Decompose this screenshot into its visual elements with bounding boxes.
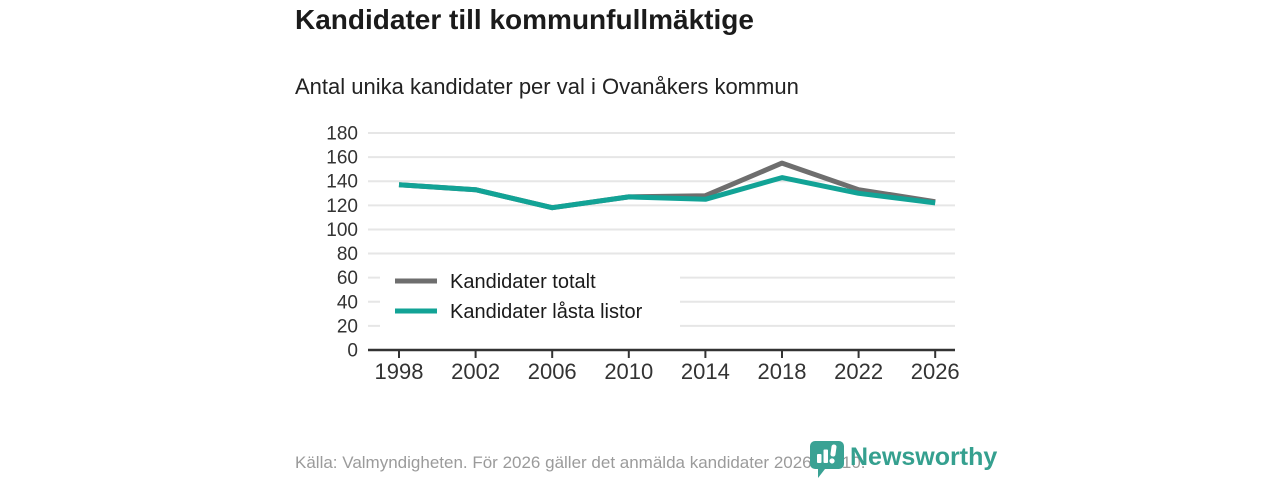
y-tick-label: 100: [326, 220, 358, 241]
y-tick-label: 60: [337, 268, 358, 289]
x-tick-label: 2002: [451, 359, 500, 384]
y-tick-label: 40: [337, 292, 358, 313]
y-tick-label: 120: [326, 196, 358, 217]
newsworthy-icon: [810, 441, 844, 478]
y-tick-label: 0: [347, 341, 358, 362]
series-line: [398, 160, 936, 211]
y-tick-label: 80: [337, 244, 358, 265]
source-note: Källa: Valmyndigheten. För 2026 gäller d…: [295, 453, 866, 472]
x-tick-label: 2010: [604, 359, 653, 384]
series-line: [398, 175, 936, 211]
y-tick-label: 20: [337, 316, 358, 337]
x-tick-label: 2014: [681, 359, 730, 384]
legend-label: Kandidater totalt: [450, 271, 596, 293]
newsworthy-logo: Newsworthy: [810, 440, 997, 480]
chart-subtitle: Antal unika kandidater per val i Ovanåke…: [295, 74, 799, 99]
chart-svg: 0 20 40 60 80 100 120 140 160 180 1998 2002 2006 2010…: [326, 124, 960, 385]
x-tick-label: 2022: [834, 359, 883, 384]
x-tick-label: 2026: [911, 359, 960, 384]
y-tick-label: 140: [326, 172, 358, 193]
page-title: Kandidater till kommunfullmäktige: [295, 4, 754, 35]
x-tick-label: 2006: [528, 359, 577, 384]
x-tick-label: 2018: [758, 359, 807, 384]
y-tick-label: 180: [326, 124, 358, 145]
y-tick-label: 160: [326, 148, 358, 169]
x-tick-label: 1998: [375, 359, 424, 384]
line-chart: 0 20 40 60 80 100 120 140 160 180 1998 2002 2006 2010…: [320, 113, 970, 393]
newsworthy-wordmark: Newsworthy: [850, 443, 998, 471]
legend-background: [380, 265, 680, 327]
legend-label: Kandidater låsta listor: [450, 301, 643, 323]
